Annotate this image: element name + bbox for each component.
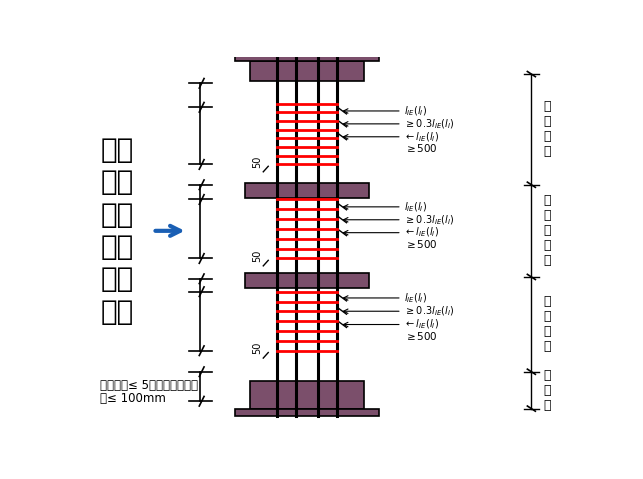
Text: 纵筋
绑扎
连接
时箍
筋的
设置: 纵筋 绑扎 连接 时箍 筋的 设置	[101, 136, 134, 326]
Bar	[235, 53, 379, 61]
Text: $\geq$0.3$l_{IE}(l_I)$: $\geq$0.3$l_{IE}(l_I)$	[404, 213, 455, 227]
Bar	[245, 273, 370, 288]
Text: 顶
层
层
高: 顶 层 层 高	[544, 101, 551, 159]
Bar	[249, 61, 365, 81]
Text: $l_{IE}(l_I)$: $l_{IE}(l_I)$	[404, 291, 428, 305]
Text: $\leftarrow l_{IE}(l_I)$: $\leftarrow l_{IE}(l_I)$	[404, 318, 439, 331]
Text: $\geq$500: $\geq$500	[404, 330, 438, 342]
Text: $l_{IE}(l_I)$: $l_{IE}(l_I)$	[404, 104, 428, 118]
Text: 且≤ 100mm: 且≤ 100mm	[100, 392, 166, 405]
Text: 50: 50	[252, 156, 262, 168]
Text: 50: 50	[252, 250, 262, 262]
Text: $\leftarrow l_{IE}(l_I)$: $\leftarrow l_{IE}(l_I)$	[404, 226, 439, 240]
Text: 首
层
层
高: 首 层 层 高	[544, 295, 551, 353]
Bar	[245, 183, 370, 198]
Text: $\geq$500: $\geq$500	[404, 238, 438, 250]
Text: 50: 50	[252, 342, 262, 354]
Text: 箍筋间距≤ 5倍纵筋最小直径: 箍筋间距≤ 5倍纵筋最小直径	[100, 379, 198, 392]
Text: $l_{IE}(l_I)$: $l_{IE}(l_I)$	[404, 200, 428, 214]
Text: $\geq$0.3$l_{IE}(l_I)$: $\geq$0.3$l_{IE}(l_I)$	[404, 305, 455, 318]
Text: $\geq$500: $\geq$500	[404, 142, 438, 154]
Bar	[249, 381, 365, 409]
Text: $\leftarrow l_{IE}(l_I)$: $\leftarrow l_{IE}(l_I)$	[404, 130, 439, 144]
Text: $\geq$0.3$l_{IE}(l_I)$: $\geq$0.3$l_{IE}(l_I)$	[404, 117, 455, 131]
Bar	[235, 409, 379, 416]
Text: 基
础
高: 基 础 高	[544, 369, 551, 411]
Text: 中
间
层
层
高: 中 间 层 层 高	[544, 194, 551, 267]
